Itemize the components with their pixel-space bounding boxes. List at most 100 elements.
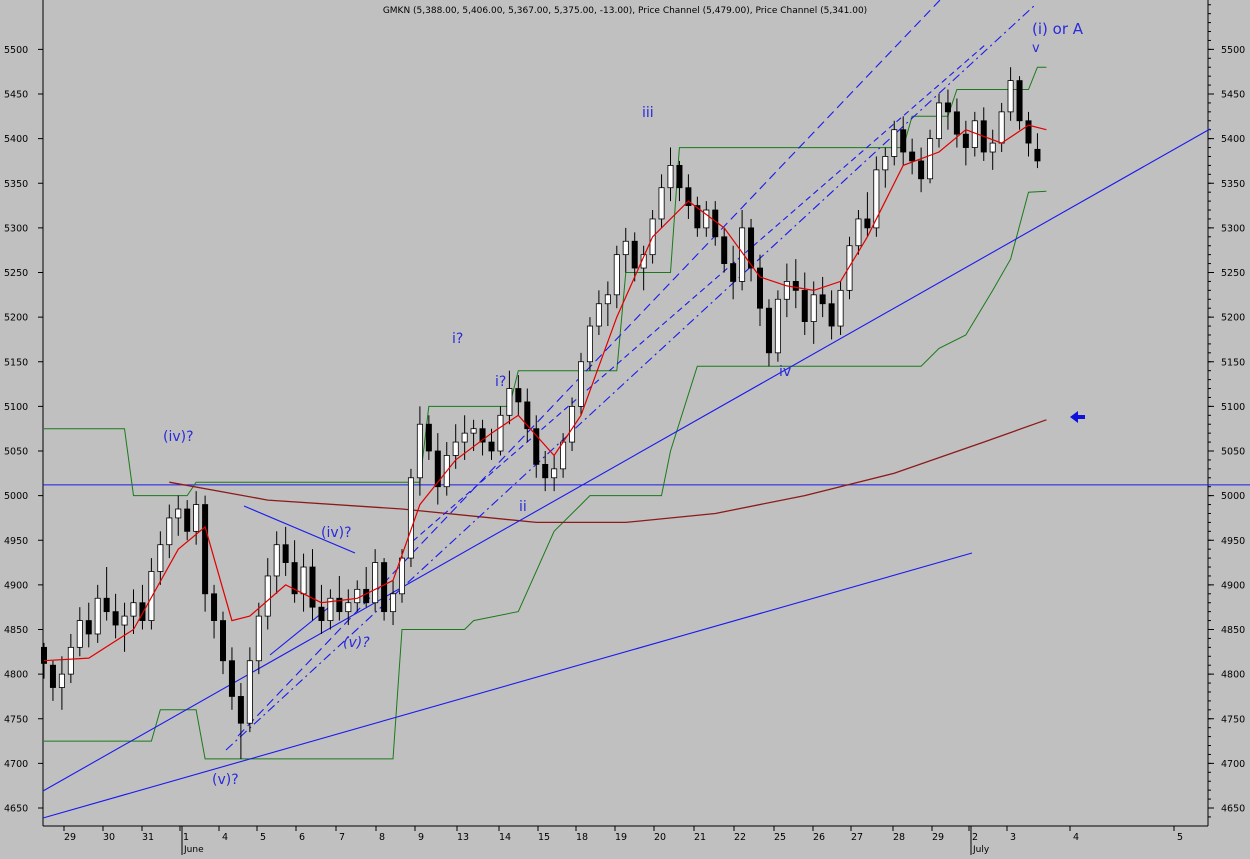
x-tick-label: 22	[734, 832, 746, 843]
y-tick-label-left: 5000	[4, 491, 28, 502]
trendline-dashdot	[225, 4, 1036, 751]
y-tick-label-right: 5200	[1221, 313, 1245, 324]
candle-body-down	[41, 646, 48, 664]
candle-body-up	[551, 468, 558, 479]
price-channel-lower	[44, 190, 1047, 760]
x-tick-label: 4	[222, 832, 228, 843]
candle-body-down	[909, 151, 916, 162]
candle-body-up	[193, 504, 200, 532]
candle-body-up	[354, 588, 361, 604]
candle-body-up	[837, 289, 844, 327]
candle-body-down	[1034, 148, 1041, 162]
trendline-long-lower	[42, 128, 1211, 792]
candle-body-up	[560, 441, 567, 470]
candle-body-down	[944, 102, 951, 113]
candle-body-up	[76, 620, 83, 648]
candle-body-up	[327, 597, 334, 621]
candle-body-down	[694, 205, 701, 229]
y-tick-label-left: 5450	[4, 90, 28, 101]
annotation-label-iv: iv	[779, 364, 791, 380]
candle-body-down	[112, 611, 119, 626]
candle-body-up	[658, 187, 665, 220]
candle-body-up	[882, 156, 889, 171]
moving-average-short	[43, 124, 1047, 662]
candle-body-down	[184, 508, 191, 532]
x-tick-label: 7	[339, 832, 345, 843]
candle-body-up	[67, 646, 74, 675]
x-tick-label: 8	[379, 832, 385, 843]
candle-body-up	[891, 129, 898, 157]
candle-body-down	[712, 209, 719, 238]
y-tick-label-left: 5150	[4, 357, 28, 368]
y-tick-label-left: 5400	[4, 134, 28, 145]
annotation-label-i-lower: i?	[495, 374, 506, 390]
month-label-july: July	[972, 845, 990, 855]
candle-body-down	[219, 620, 226, 662]
candle-body-down	[425, 423, 432, 452]
x-tick-label: 25	[774, 832, 786, 843]
annotation-label-v-bottom: (v)?	[212, 772, 239, 788]
y-tick-label-right: 5450	[1221, 90, 1245, 101]
price-channel-upper	[44, 66, 1047, 497]
candle-body-up	[578, 361, 585, 407]
candle-body-up	[622, 240, 629, 256]
x-tick-label: 3	[1010, 832, 1016, 843]
candle-body-up	[703, 209, 710, 229]
annotation-label-ii: ii	[519, 499, 527, 515]
y-tick-label-right: 4700	[1221, 759, 1245, 770]
candle-body-up	[461, 432, 468, 443]
candle-body-up	[613, 254, 620, 296]
y-tick-label-right: 5250	[1221, 268, 1245, 279]
candle-body-down	[533, 428, 540, 465]
x-tick-label: 1	[183, 832, 189, 843]
annotation-label-i-or-a: (i) or A	[1032, 20, 1084, 38]
y-tick-label-left: 5200	[4, 313, 28, 324]
candle-body-up	[166, 517, 173, 546]
candle-body-up	[416, 423, 423, 479]
x-tick-label: 19	[615, 832, 627, 843]
candle-body-up	[121, 615, 128, 626]
x-tick-label: 5	[1177, 832, 1183, 843]
y-tick-label-left: 5250	[4, 268, 28, 279]
x-tick-label: 27	[851, 832, 863, 843]
y-tick-label-right: 5300	[1221, 223, 1245, 234]
candle-body-down	[228, 660, 235, 697]
candle-body-up	[345, 602, 352, 613]
y-tick-label-right: 4850	[1221, 625, 1245, 636]
candle-body-up	[604, 294, 611, 305]
y-tick-label-left: 4800	[4, 670, 28, 681]
candle-body-down	[801, 289, 808, 322]
candle-body-down	[953, 111, 960, 135]
annotation-label-iii: iii	[642, 105, 654, 121]
trendline-dashed-upper	[412, 44, 986, 542]
candle-body-up	[873, 169, 880, 229]
candle-body-down	[1025, 120, 1032, 144]
candle-body-down	[85, 620, 92, 635]
x-tick-label: 4	[1073, 832, 1079, 843]
candle-body-down	[488, 441, 495, 452]
candle-body-up	[998, 111, 1005, 144]
x-tick-label: 13	[457, 832, 469, 843]
candle-body-up	[372, 562, 379, 604]
candle-body-up	[569, 405, 576, 443]
candle-body-up	[506, 388, 513, 416]
x-tick-label: 6	[299, 832, 305, 843]
candle-body-down	[757, 267, 764, 309]
y-tick-label-left: 4950	[4, 536, 28, 547]
candle-body-up	[936, 102, 943, 140]
annotation-label-v-mid: (v)?	[343, 635, 370, 651]
x-tick-label: 5	[260, 832, 266, 843]
moving-average-long	[169, 419, 1047, 524]
chart-title: GMKN (5,388.00, 5,406.00, 5,367.00, 5,37…	[383, 6, 867, 16]
candle-body-down	[282, 544, 289, 563]
y-tick-label-right: 5500	[1221, 45, 1245, 56]
candle-body-up	[390, 593, 397, 613]
left-arrow-icon	[1070, 411, 1085, 423]
candle-body-up	[407, 477, 414, 559]
candle-body-down	[676, 164, 683, 189]
candle-body-down	[381, 562, 388, 613]
y-tick-label-right: 5050	[1221, 447, 1245, 458]
candle-body-up	[1007, 80, 1014, 113]
